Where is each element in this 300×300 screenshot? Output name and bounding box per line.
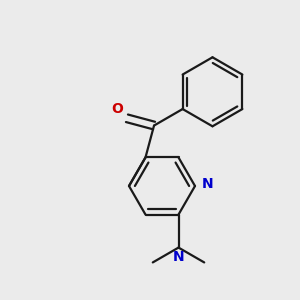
Text: O: O xyxy=(112,102,123,116)
Text: N: N xyxy=(173,250,184,264)
Text: N: N xyxy=(202,178,213,191)
